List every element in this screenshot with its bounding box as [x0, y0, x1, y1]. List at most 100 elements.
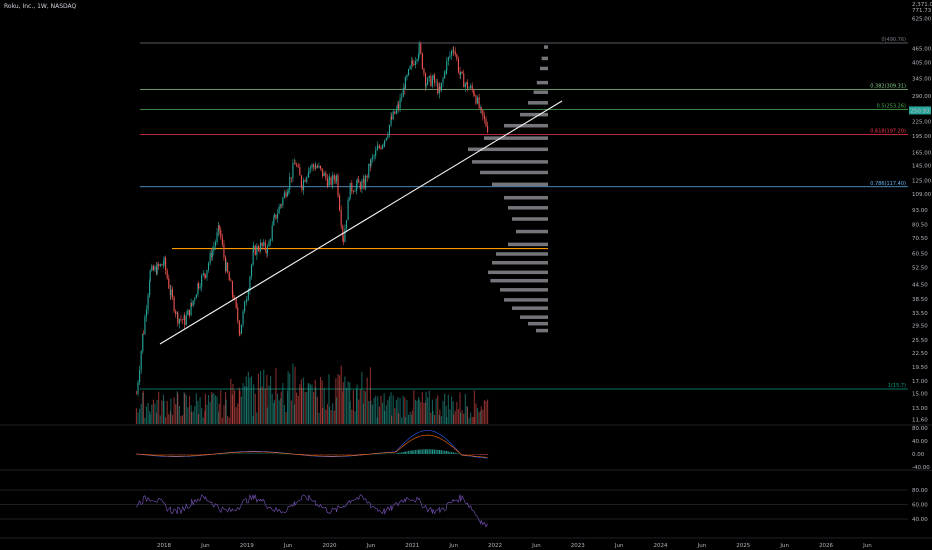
- volume-bar: [345, 387, 348, 424]
- volume-bar: [480, 406, 482, 424]
- candle-body: [437, 82, 439, 94]
- price-tick-label: 225.00: [912, 119, 932, 125]
- volume-bar: [457, 409, 459, 424]
- volume-bar: [397, 397, 399, 424]
- volume-bar: [313, 391, 315, 424]
- volume-bar: [316, 396, 318, 424]
- volume-bar: [421, 392, 423, 424]
- candle-body: [190, 302, 192, 316]
- candle-body: [142, 333, 144, 335]
- time-tick-label: Jun: [862, 543, 872, 549]
- candle-body: [470, 85, 472, 88]
- macd-histogram-bar: [247, 453, 249, 454]
- candle-body: [263, 242, 265, 246]
- volume-bar: [456, 401, 458, 424]
- candle-body: [342, 237, 344, 242]
- macd-line: [136, 430, 488, 459]
- volume-profile-bar: [504, 298, 548, 302]
- volume-bar: [384, 411, 386, 424]
- volume-bar: [270, 375, 272, 424]
- volume-bar: [195, 393, 197, 424]
- candle-body: [289, 177, 291, 190]
- macd-histogram-bar: [401, 452, 403, 454]
- candle-body: [197, 283, 199, 295]
- volume-bar: [328, 406, 331, 424]
- time-tick-label: Jun: [697, 543, 707, 549]
- candle-body: [487, 126, 489, 133]
- candle-body: [202, 273, 204, 276]
- time-tick-label: Jun: [779, 543, 789, 549]
- candle-body: [345, 220, 348, 229]
- candle-body: [163, 257, 165, 265]
- candle-body: [482, 110, 484, 116]
- price-tick-label: 13.00: [912, 406, 928, 412]
- macd-histogram-bar: [402, 451, 404, 454]
- price-tick-label: 11.60: [912, 417, 928, 423]
- volume-profile-bar: [504, 195, 548, 200]
- volume-bar: [235, 407, 237, 424]
- current-price-label: 250.93: [910, 108, 930, 114]
- volume-profile-bar: [541, 56, 548, 61]
- volume-bar: [326, 404, 328, 424]
- volume-bar: [182, 415, 184, 424]
- volume-profile-bar: [536, 328, 548, 333]
- volume-bar: [158, 391, 160, 424]
- volume-bar: [254, 393, 256, 424]
- volume-bar: [359, 389, 361, 424]
- candle-body: [473, 89, 475, 96]
- ticker-title: Roku, Inc., 1W, NASDAQ: [4, 3, 77, 10]
- volume-bar: [161, 400, 163, 424]
- macd-histogram-bar: [254, 453, 256, 454]
- candle-body: [264, 242, 266, 251]
- candle-body: [473, 95, 475, 96]
- candle-body: [328, 179, 330, 187]
- volume-profile-bar: [480, 170, 548, 175]
- volume-bar: [322, 407, 324, 424]
- candle-body: [330, 177, 332, 185]
- volume-bar: [149, 413, 151, 424]
- volume-profile-bar: [516, 229, 548, 234]
- volume-bar: [213, 393, 215, 424]
- macd-histogram-bar: [328, 454, 331, 455]
- volume-profile-bar: [490, 278, 548, 283]
- volume-bar: [178, 405, 180, 424]
- volume-bar: [187, 407, 189, 424]
- volume-bar: [330, 410, 332, 424]
- volume-bar: [356, 384, 358, 424]
- volume-bar: [228, 417, 230, 424]
- time-tick-label: Jun: [531, 543, 541, 549]
- candle-body: [449, 55, 451, 58]
- volume-profile-bar: [512, 217, 548, 221]
- volume-bar: [435, 398, 437, 424]
- volume-bar: [184, 393, 186, 424]
- macd-histogram-bar: [340, 454, 342, 455]
- time-tick-label: 2023: [571, 543, 585, 549]
- candle-body: [352, 191, 354, 192]
- volume-profile-bar: [492, 182, 548, 187]
- price-tick-label: 44.50: [912, 282, 928, 288]
- price-tick-label: 15.00: [912, 392, 928, 398]
- volume-bar: [192, 411, 194, 424]
- macd-histogram-bar: [180, 454, 182, 455]
- candle-body: [427, 77, 429, 85]
- candle-body: [213, 246, 215, 251]
- fib-level-label: 1(15.7): [888, 383, 906, 389]
- volume-bar: [423, 402, 425, 424]
- volume-bar: [344, 376, 346, 424]
- candle-body: [368, 163, 370, 178]
- volume-bar: [332, 403, 334, 424]
- price-tick-label: 80.50: [912, 223, 928, 229]
- macd-histogram-bar: [453, 452, 455, 454]
- price-tick-label: 465.00: [912, 46, 932, 52]
- candle-body: [383, 143, 385, 145]
- volume-bar: [239, 390, 241, 424]
- candle-body: [416, 59, 418, 62]
- volume-bar: [266, 374, 268, 424]
- macd-histogram-bar: [178, 454, 180, 455]
- volume-bar: [351, 409, 353, 424]
- macd-histogram-bar: [440, 450, 443, 454]
- volume-bar: [259, 370, 262, 424]
- volume-bar: [464, 393, 466, 424]
- macd-histogram-bar: [339, 454, 341, 455]
